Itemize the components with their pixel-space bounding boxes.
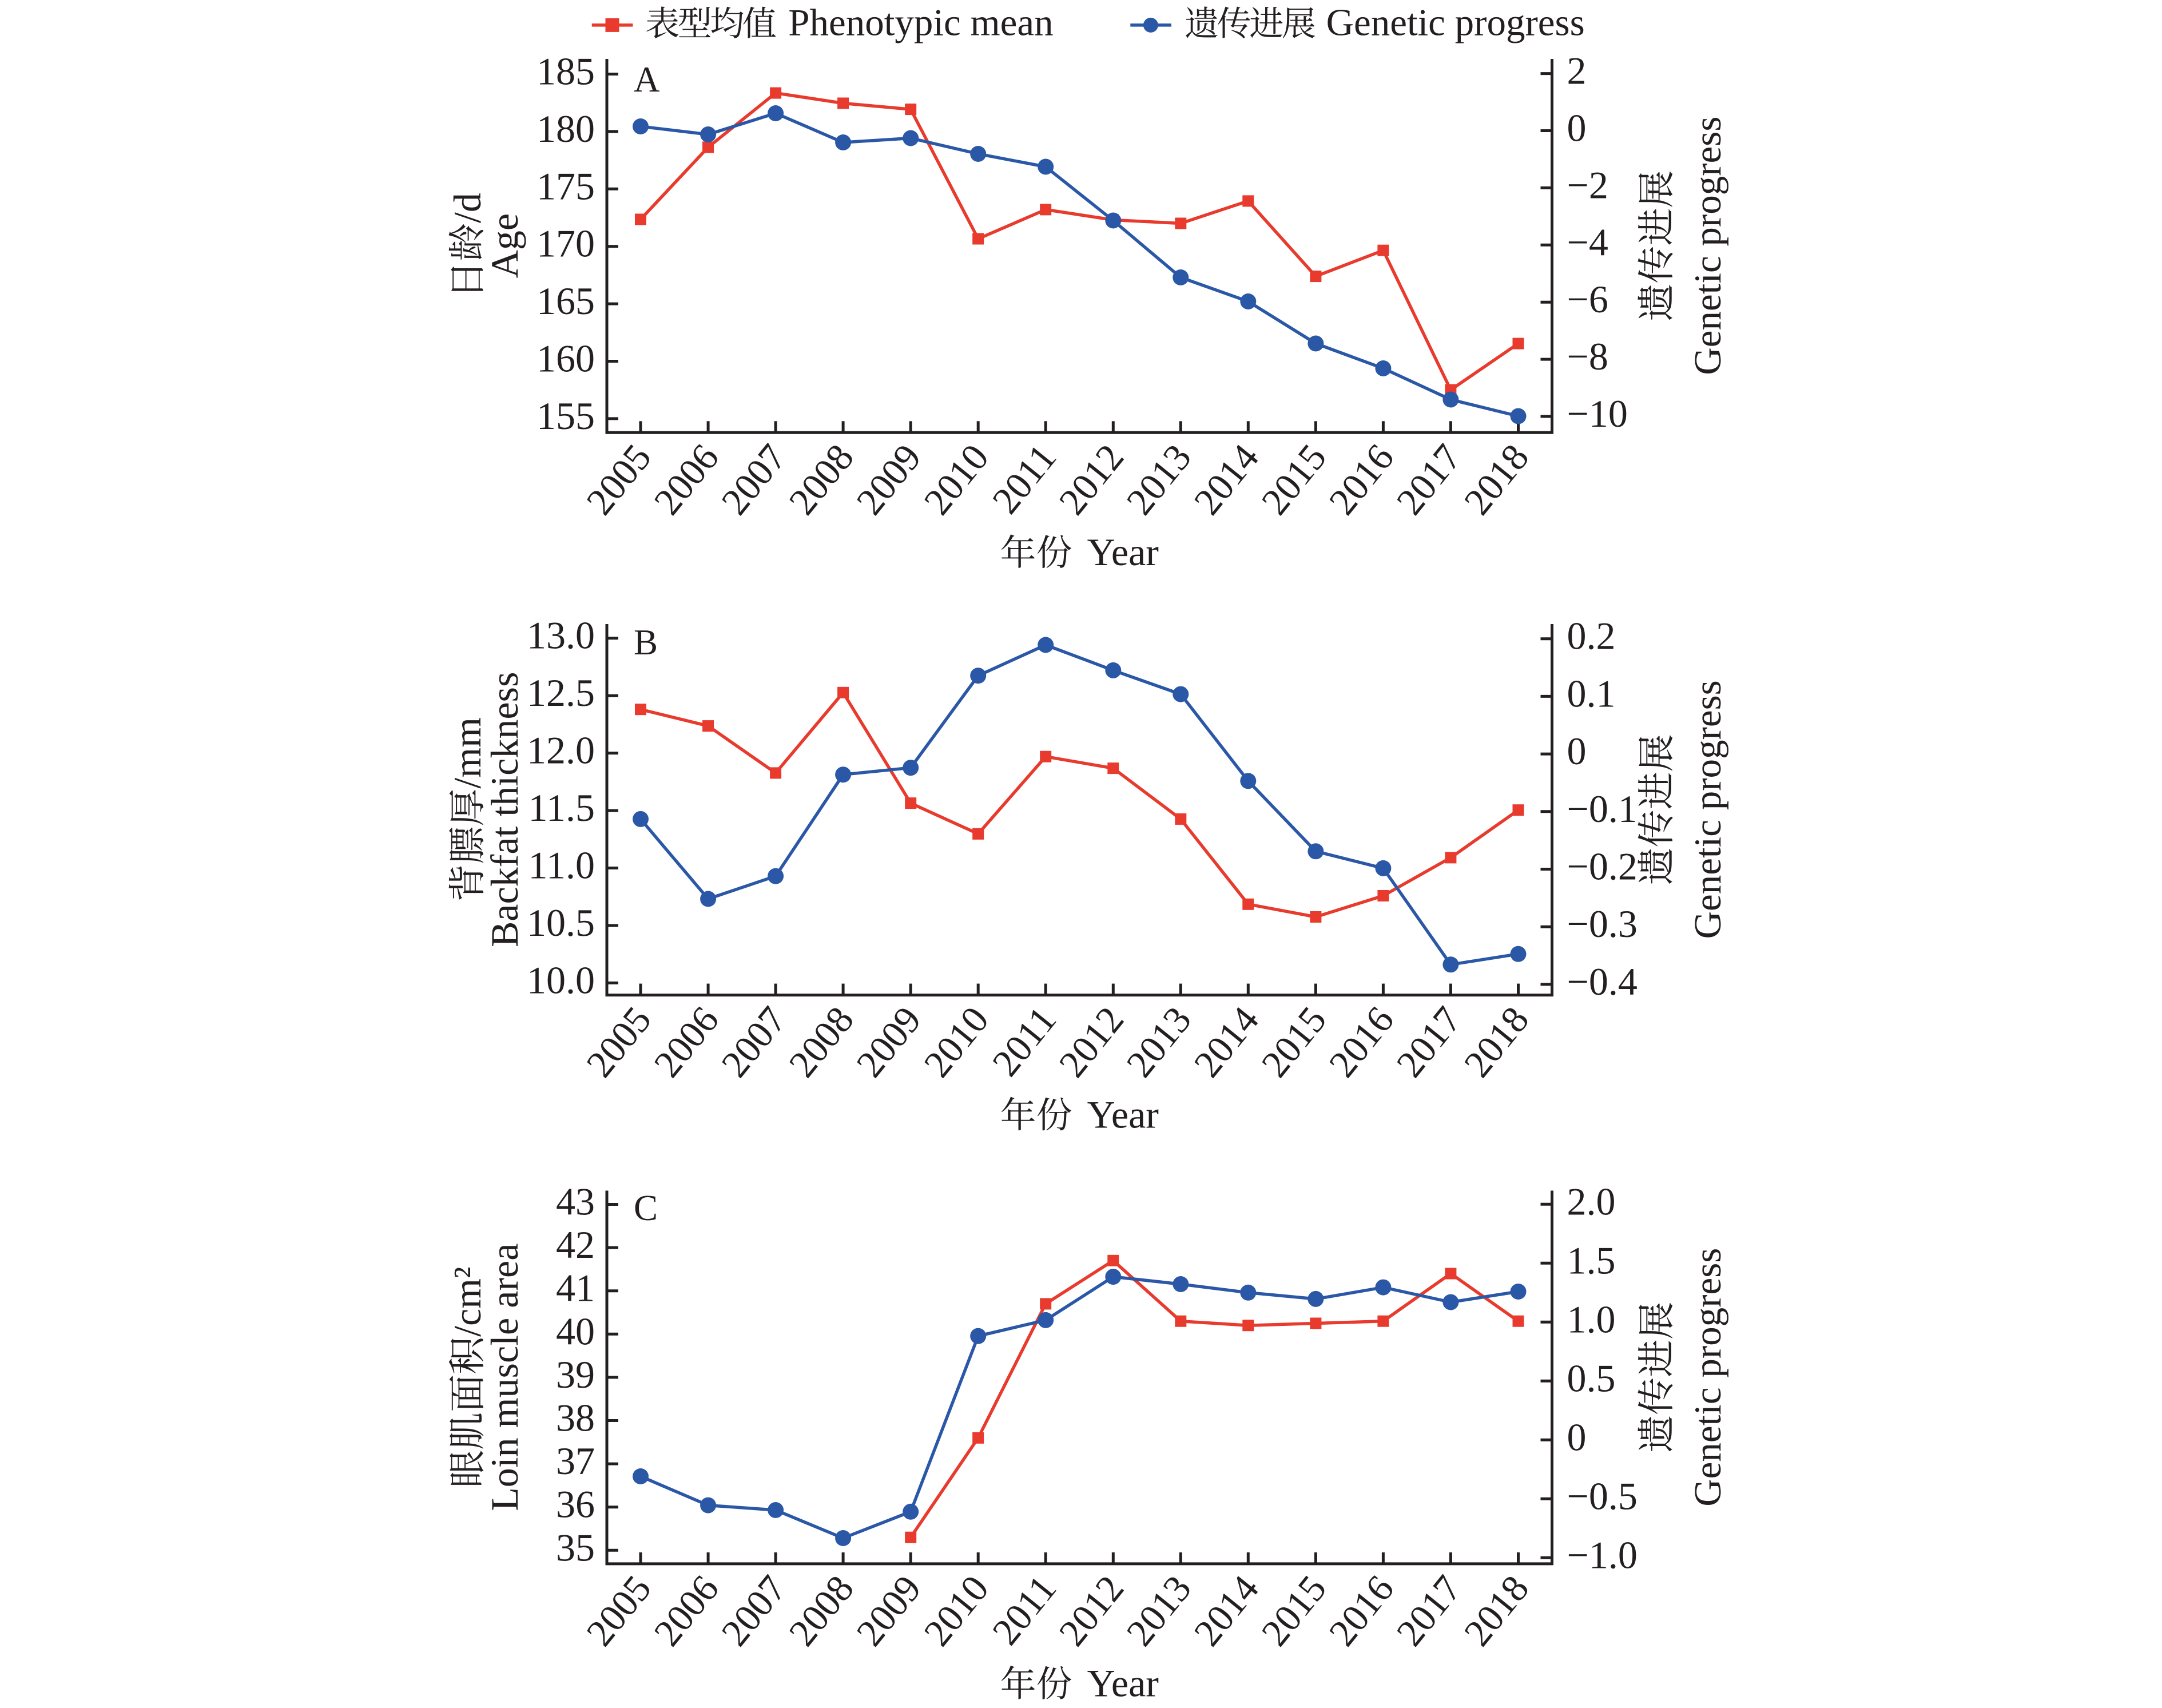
svg-text:/mm: /mm	[446, 717, 489, 789]
svg-text:41: 41	[556, 1266, 595, 1310]
svg-text:−2: −2	[1567, 163, 1608, 206]
svg-text:C: C	[634, 1188, 658, 1228]
svg-text:Backfat thickness: Backfat thickness	[483, 672, 526, 948]
svg-text:10.0: 10.0	[527, 958, 595, 1002]
svg-text:−0.1: −0.1	[1567, 787, 1638, 831]
svg-text:−0.4: −0.4	[1567, 960, 1638, 1003]
svg-text:11.5: 11.5	[528, 786, 595, 829]
svg-text:35: 35	[556, 1526, 595, 1569]
svg-text:Genetic progress: Genetic progress	[1687, 117, 1729, 375]
svg-text:−0.5: −0.5	[1567, 1474, 1638, 1518]
svg-text:Genetic progress: Genetic progress	[1687, 680, 1729, 939]
svg-text:2.0: 2.0	[1567, 1179, 1616, 1223]
svg-text:0: 0	[1567, 106, 1587, 150]
svg-text:/d: /d	[446, 193, 489, 223]
svg-text:/cm²: /cm²	[446, 1267, 489, 1337]
svg-text:36: 36	[556, 1483, 595, 1526]
svg-text:Year: Year	[1087, 530, 1159, 574]
svg-text:0.5: 0.5	[1567, 1356, 1616, 1400]
svg-text:Phenotypic mean: Phenotypic mean	[788, 2, 1053, 44]
svg-text:−10: −10	[1567, 392, 1628, 435]
svg-text:180: 180	[536, 107, 595, 150]
svg-text:155: 155	[536, 394, 595, 438]
svg-text:B: B	[634, 622, 658, 662]
svg-text:11.0: 11.0	[528, 844, 595, 887]
svg-text:12.5: 12.5	[527, 671, 595, 714]
svg-text:A: A	[634, 59, 660, 100]
svg-text:175: 175	[536, 164, 595, 208]
svg-text:12.0: 12.0	[527, 729, 595, 772]
svg-text:Genetic progress: Genetic progress	[1687, 1248, 1729, 1507]
svg-text:38: 38	[556, 1396, 595, 1440]
svg-text:Age: Age	[483, 213, 526, 278]
svg-text:0: 0	[1567, 1415, 1587, 1459]
svg-text:−8: −8	[1567, 335, 1608, 378]
svg-text:42: 42	[556, 1223, 595, 1266]
svg-text:Year: Year	[1087, 1093, 1159, 1136]
svg-text:160: 160	[536, 337, 595, 380]
svg-text:13.0: 13.0	[527, 614, 595, 657]
svg-text:165: 165	[536, 279, 595, 323]
svg-text:−6: −6	[1567, 277, 1608, 321]
svg-text:43: 43	[556, 1180, 595, 1224]
svg-text:0.2: 0.2	[1567, 614, 1616, 658]
svg-text:−0.2: −0.2	[1567, 845, 1638, 888]
svg-text:−0.3: −0.3	[1567, 902, 1638, 946]
svg-text:−1.0: −1.0	[1567, 1533, 1638, 1576]
svg-text:37: 37	[556, 1439, 595, 1483]
svg-text:40: 40	[556, 1309, 595, 1353]
svg-text:39: 39	[556, 1353, 595, 1396]
svg-text:0.1: 0.1	[1567, 672, 1616, 715]
svg-text:Genetic progress: Genetic progress	[1326, 2, 1585, 44]
svg-text:170: 170	[536, 222, 595, 265]
svg-text:Loin muscle area: Loin muscle area	[483, 1244, 526, 1511]
svg-text:185: 185	[536, 50, 595, 93]
svg-text:1.0: 1.0	[1567, 1297, 1616, 1341]
svg-text:0: 0	[1567, 729, 1587, 773]
svg-text:Year: Year	[1087, 1662, 1159, 1705]
svg-text:10.5: 10.5	[527, 901, 595, 944]
svg-text:2: 2	[1567, 49, 1587, 93]
svg-text:1.5: 1.5	[1567, 1238, 1616, 1282]
svg-text:−4: −4	[1567, 220, 1608, 264]
